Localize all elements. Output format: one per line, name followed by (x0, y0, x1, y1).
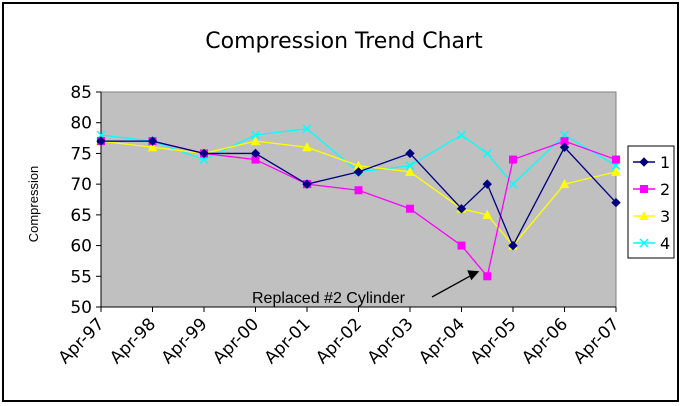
legend-label: 4 (660, 234, 670, 253)
series-4-point (508, 179, 518, 189)
annotation-arrow (431, 273, 474, 298)
x-tick-label: Apr-97 (55, 314, 109, 368)
series-2-point (612, 155, 620, 164)
x-tick-label: Apr-05 (467, 314, 521, 368)
y-tick-label: 55 (70, 267, 92, 287)
legend-box (627, 145, 675, 259)
x-tick-label: Apr-99 (158, 314, 212, 368)
y-tick-label: 85 (70, 83, 92, 103)
y-tick-label: 50 (70, 298, 92, 318)
series-1-point (559, 142, 570, 152)
y-axis-label: Compression (26, 166, 41, 243)
series-3-point (611, 166, 621, 176)
annotation-text: Replaced #2 Cylinder (252, 290, 406, 307)
series-1-point (302, 179, 312, 189)
x-tick-label: Apr-02 (312, 314, 366, 368)
legend-entry: 4 (633, 234, 670, 253)
chart-title: Compression Trend Chart (205, 29, 483, 54)
series-1-point (611, 197, 621, 208)
y-tick-label: 65 (70, 206, 92, 226)
series-1-point (199, 148, 209, 159)
series-4-point (482, 148, 492, 158)
y-tick-label: 80 (70, 114, 92, 134)
legend-marker (640, 185, 648, 193)
series-1 (96, 136, 621, 251)
legend-label: 3 (660, 207, 670, 226)
chart-frame: Compression Trend Chart Compression 50 55… (2, 2, 679, 402)
legend-entry: 1 (633, 153, 670, 172)
legend-marker (639, 238, 649, 248)
series-4-point (250, 130, 261, 140)
series-3-point (302, 142, 312, 152)
x-tick-label: Apr-01 (261, 314, 315, 368)
series-1-point (353, 167, 364, 177)
series-2-point (509, 155, 517, 164)
series-3-line (100, 140, 617, 247)
series-3-point (482, 209, 493, 219)
series-1-point (147, 136, 158, 146)
y-tick-label: 70 (70, 175, 92, 195)
legend-entry: 3 (633, 207, 670, 226)
plot-area (100, 91, 617, 308)
series-3-point (147, 142, 158, 152)
series-4-point (302, 124, 312, 134)
x-tick-label: Apr-04 (415, 314, 469, 368)
series-3-point (559, 179, 570, 189)
series-1-point (482, 179, 492, 189)
x-tick-label: Apr-98 (106, 314, 160, 368)
y-tick-label: 60 (70, 237, 92, 257)
x-tick-label: Apr-07 (570, 314, 624, 368)
series-3-point (250, 136, 261, 146)
legend-marker (639, 157, 649, 167)
series-4-point (405, 161, 415, 171)
annotation-arrowhead (467, 270, 480, 281)
series-1-line (101, 140, 617, 248)
x-tick-label: Apr-00 (209, 314, 263, 368)
series-4-point (456, 130, 467, 140)
series-3-point (405, 166, 415, 176)
series-1-point (508, 240, 518, 251)
x-tick-label: Apr-03 (364, 314, 418, 368)
legend-marker (639, 210, 649, 220)
series-2-point (406, 204, 414, 213)
series-1-point (405, 148, 415, 159)
legend-label: 2 (660, 180, 670, 199)
legend-entry: 2 (633, 180, 670, 199)
x-tick-label: Apr-06 (518, 314, 572, 368)
series-2-point (483, 272, 492, 281)
series-1-point (456, 204, 467, 214)
legend-label: 1 (660, 153, 670, 172)
compression-chart: Compression Trend Chart Compression 50 55… (26, 29, 675, 368)
series-2-point (457, 241, 466, 250)
y-tick-label: 75 (70, 144, 92, 164)
series-1-point (96, 136, 106, 146)
series-2-point (354, 186, 363, 195)
series-1-point (250, 148, 261, 159)
